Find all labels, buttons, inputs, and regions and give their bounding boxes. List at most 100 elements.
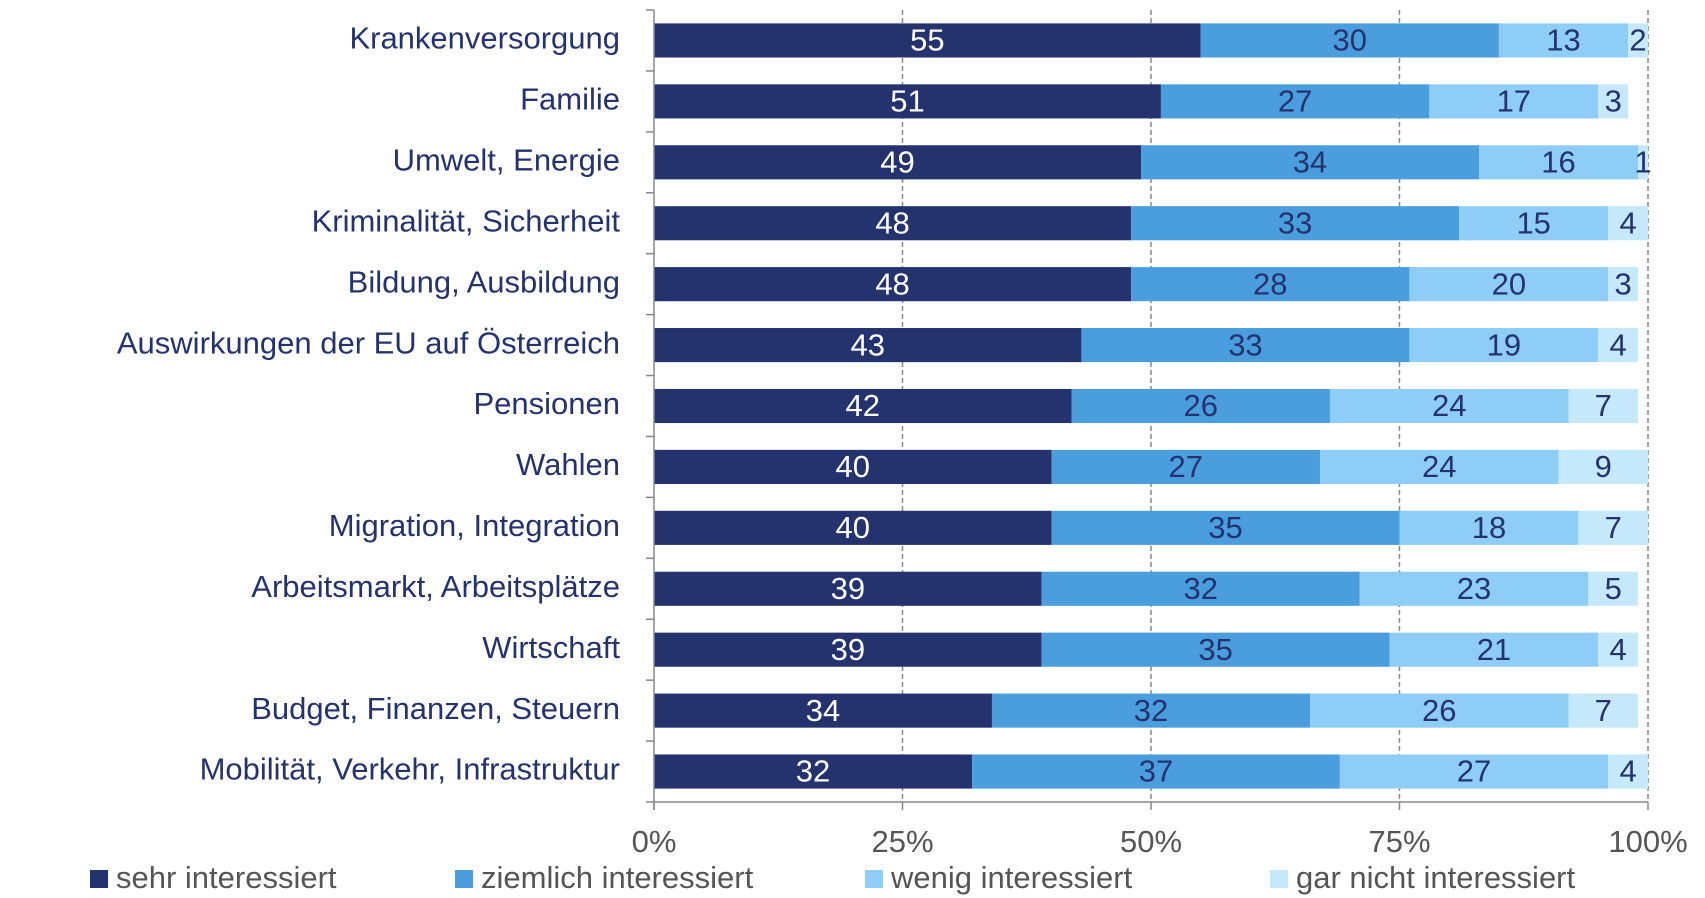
data-label: 7 <box>1595 693 1612 728</box>
legend-label: sehr interessiert <box>116 860 337 895</box>
data-label: 40 <box>836 510 870 545</box>
y-tick-label: Pensionen <box>473 386 620 421</box>
y-tick-label: Migration, Integration <box>329 508 620 543</box>
bar-segment <box>654 23 1201 58</box>
bar-segment <box>1608 206 1648 241</box>
data-label: 16 <box>1541 144 1575 179</box>
x-tick-label: 100% <box>1608 824 1687 859</box>
bar-segment <box>1160 84 1430 119</box>
bar-segment <box>1498 23 1629 58</box>
bar-segment <box>1310 693 1569 728</box>
data-label: 43 <box>850 327 884 362</box>
bar-segment <box>654 84 1161 119</box>
y-tick-label: Krankenversorgung <box>349 21 620 56</box>
data-label: 17 <box>1497 84 1531 119</box>
bar-segment <box>1359 571 1589 606</box>
data-label: 27 <box>1457 754 1491 789</box>
data-label: 35 <box>1208 510 1242 545</box>
bar-segment <box>1041 571 1360 606</box>
legend-label: wenig interessiert <box>890 860 1133 895</box>
bar-segment <box>1329 388 1569 424</box>
data-label: 32 <box>1183 571 1217 606</box>
bar-segment <box>972 754 1340 789</box>
data-label: 34 <box>806 693 840 728</box>
bar-segment <box>654 328 1082 363</box>
bar-segment <box>1459 206 1609 241</box>
y-tick-label: Mobilität, Verkehr, Infrastruktur <box>200 752 620 787</box>
x-tick-label: 25% <box>871 824 933 859</box>
y-tick-label: Familie <box>520 82 620 117</box>
data-label: 26 <box>1422 693 1456 728</box>
y-tick-label: Arbeitsmarkt, Arbeitsplätze <box>251 569 620 604</box>
bar-segment <box>1200 23 1499 58</box>
legend-label: ziemlich interessiert <box>481 860 754 895</box>
bar-segment <box>1319 449 1559 484</box>
data-label: 35 <box>1198 632 1232 667</box>
bar-segment <box>1131 267 1410 302</box>
bar-segment <box>654 388 1072 424</box>
bar-segment <box>1578 510 1648 545</box>
data-label: 30 <box>1333 23 1367 58</box>
bar-segment <box>1389 632 1599 667</box>
bar-segment <box>1628 23 1648 58</box>
data-label: 9 <box>1595 449 1612 484</box>
data-label: 15 <box>1516 205 1550 240</box>
bar-segment <box>654 571 1042 606</box>
x-tick-label: 75% <box>1368 824 1430 859</box>
data-label: 49 <box>880 144 914 179</box>
bar-segment <box>1638 145 1648 180</box>
bar-segment <box>1131 206 1460 241</box>
x-tick-label: 0% <box>632 824 677 859</box>
bar-segment <box>654 449 1052 484</box>
data-label: 34 <box>1293 144 1327 179</box>
bar-segment <box>1041 632 1390 667</box>
data-label: 2 <box>1629 23 1646 58</box>
data-label: 13 <box>1546 23 1580 58</box>
bar-segment <box>654 510 1052 545</box>
bar-segment <box>991 693 1311 728</box>
data-label: 5 <box>1605 571 1622 606</box>
bar-segment <box>1051 449 1320 484</box>
data-label: 3 <box>1615 266 1632 301</box>
data-label: 48 <box>875 205 909 240</box>
data-label: 32 <box>1134 693 1168 728</box>
data-label: 21 <box>1477 632 1511 667</box>
data-label: 33 <box>1228 327 1262 362</box>
data-label: 26 <box>1183 388 1217 423</box>
data-label: 24 <box>1422 449 1456 484</box>
legend-swatch <box>90 870 108 888</box>
y-tick-label: Auswirkungen der EU auf Österreich <box>117 325 620 360</box>
data-label: 24 <box>1432 388 1466 423</box>
bar-segment <box>654 145 1142 180</box>
data-label: 7 <box>1605 510 1622 545</box>
data-label: 33 <box>1278 205 1312 240</box>
data-label: 7 <box>1595 388 1612 423</box>
bar-segment <box>654 267 1132 302</box>
bar-segment <box>1409 267 1609 302</box>
data-label: 37 <box>1139 754 1173 789</box>
data-label: 28 <box>1253 266 1287 301</box>
legend-swatch <box>1270 870 1288 888</box>
data-label: 3 <box>1605 84 1622 119</box>
bar-segment <box>1081 328 1410 363</box>
bar-segment <box>1568 693 1639 728</box>
data-label: 40 <box>836 449 870 484</box>
legend-label: gar nicht interessiert <box>1296 860 1576 895</box>
bar-segment <box>1568 388 1639 424</box>
y-tick-label: Wahlen <box>516 447 620 482</box>
data-label: 4 <box>1619 754 1636 789</box>
data-label: 39 <box>831 632 865 667</box>
bar-segment <box>1051 510 1400 545</box>
bar-segment <box>1339 754 1609 789</box>
data-label: 4 <box>1619 205 1636 240</box>
bar-segment <box>1429 84 1599 119</box>
bar-segment <box>654 754 973 789</box>
bar-segment <box>1598 328 1639 363</box>
data-label: 20 <box>1492 266 1526 301</box>
legend-swatch <box>455 870 473 888</box>
bar-segment <box>654 206 1132 241</box>
data-label: 48 <box>875 266 909 301</box>
bar-segment <box>1608 754 1648 789</box>
data-label: 4 <box>1610 632 1627 667</box>
